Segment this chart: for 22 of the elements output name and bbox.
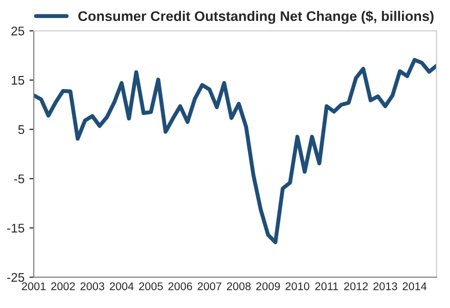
x-tick-label: 2008 <box>226 282 251 290</box>
y-tick-label: -15 <box>7 224 24 233</box>
legend-label: Consumer Credit Outstanding Net Change ($, billions) <box>78 10 434 24</box>
x-tick-label: 2003 <box>80 282 104 290</box>
y-tick-label: 5 <box>18 125 24 134</box>
y-tick-label: -5 <box>14 174 24 184</box>
x-tick-label: 2012 <box>344 282 368 290</box>
y-tick-label: -25 <box>7 273 24 282</box>
x-tick-label: 2009 <box>256 282 280 290</box>
x-tick-label: 2010 <box>286 282 310 290</box>
x-tick-label: 2002 <box>51 282 75 290</box>
x-tick-label: 2007 <box>198 282 222 290</box>
x-tick-label: 2013 <box>373 282 398 290</box>
y-tick-label: 15 <box>12 76 24 85</box>
x-tick-label: 2011 <box>315 282 338 290</box>
x-tick-label: 2014 <box>402 282 427 290</box>
x-tick-label: 2005 <box>139 282 163 290</box>
x-tick-label: 2001 <box>22 282 46 290</box>
x-tick-label: 2004 <box>110 282 134 290</box>
line-series <box>34 58 436 244</box>
x-tick-label: 2006 <box>168 282 192 290</box>
y-tick-label: 25 <box>11 26 24 36</box>
